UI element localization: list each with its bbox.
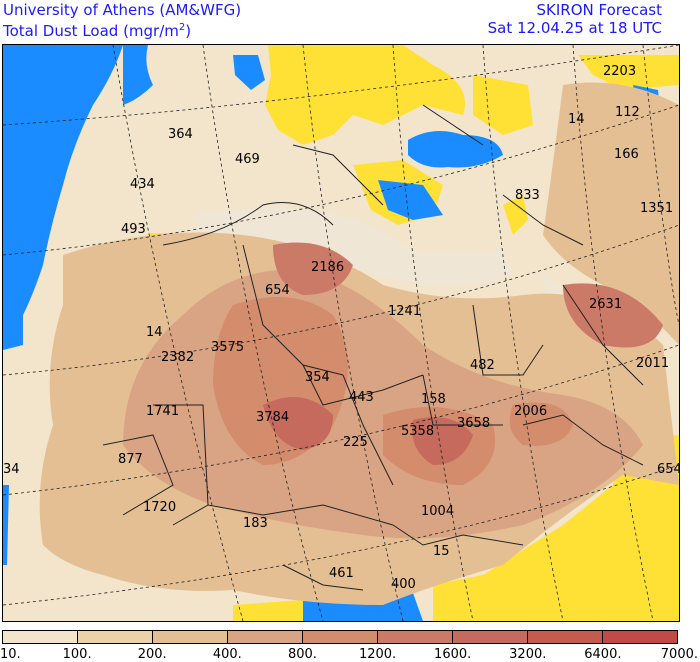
legend-tick-label: 10. bbox=[0, 647, 21, 662]
legend-tick-label: 400. bbox=[212, 647, 242, 662]
value-2011: 2011 bbox=[636, 356, 669, 371]
value-833: 833 bbox=[515, 188, 540, 203]
legend-tick-label: 200. bbox=[137, 647, 167, 662]
legend-tick-label: 1200. bbox=[358, 647, 397, 662]
dust-layer-200-east bbox=[543, 82, 679, 345]
legend-swatch bbox=[452, 631, 527, 643]
product-label: SKIRON Forecast bbox=[536, 1, 662, 19]
quantity-sup: 2 bbox=[178, 22, 186, 33]
value-14-west: 14 bbox=[146, 325, 163, 340]
header-right: SKIRON Forecast Sat 12.04.25 at 18 UTC bbox=[488, 1, 662, 37]
color-legend bbox=[2, 630, 678, 644]
value-225: 225 bbox=[343, 435, 368, 450]
value-1004: 1004 bbox=[421, 504, 454, 519]
legend-swatch bbox=[3, 631, 77, 643]
europe-nodata bbox=[265, 45, 465, 145]
value-1741: 1741 bbox=[146, 404, 179, 419]
legend-swatch bbox=[527, 631, 602, 643]
quantity-suffix: ) bbox=[185, 22, 192, 40]
legend-tick-label: 3200. bbox=[509, 647, 547, 662]
value-3658: 3658 bbox=[457, 416, 490, 431]
dust-layer-800-east bbox=[509, 402, 573, 446]
lat-lon-grid bbox=[3, 45, 679, 621]
value-183: 183 bbox=[243, 516, 268, 531]
value-482: 482 bbox=[470, 358, 495, 373]
country-borders bbox=[102, 104, 644, 591]
value-877: 877 bbox=[118, 452, 143, 467]
value-34: 34 bbox=[3, 462, 20, 477]
biscay-sea bbox=[123, 45, 153, 105]
value-2382: 2382 bbox=[161, 350, 194, 365]
legend-tick-label: 800. bbox=[287, 647, 317, 662]
value-434: 434 bbox=[130, 177, 155, 192]
legend-tick-label: 6400. bbox=[584, 647, 622, 662]
legend-swatch bbox=[377, 631, 452, 643]
legend-swatch bbox=[602, 631, 677, 643]
value-14-north: 14 bbox=[568, 112, 585, 127]
value-3784: 3784 bbox=[256, 410, 289, 425]
value-469: 469 bbox=[235, 152, 260, 167]
value-5358: 5358 bbox=[401, 424, 434, 439]
value-364: 364 bbox=[168, 127, 193, 142]
value-2186: 2186 bbox=[311, 260, 344, 275]
black-sea bbox=[408, 131, 503, 168]
ukraine-nodata bbox=[473, 75, 533, 135]
gulf-guinea-nodata bbox=[233, 600, 323, 621]
dust-layer-1200-arabia bbox=[563, 283, 663, 348]
value-158: 158 bbox=[421, 392, 446, 407]
legend-tick-label: 1600. bbox=[434, 647, 472, 662]
value-461: 461 bbox=[329, 566, 354, 581]
atlantic-ocean-south bbox=[3, 485, 9, 565]
quantity-label: Total Dust Load (mgr/m2) bbox=[3, 19, 241, 40]
dust-layer-1200-north bbox=[273, 242, 353, 295]
value-2631: 2631 bbox=[589, 297, 622, 312]
aegean-sea bbox=[378, 180, 443, 220]
dust-layer-1200-central bbox=[412, 417, 473, 465]
value-654: 654 bbox=[265, 283, 290, 298]
value-166: 166 bbox=[614, 147, 639, 162]
value-2006: 2006 bbox=[514, 404, 547, 419]
value-354: 354 bbox=[305, 370, 330, 385]
east-africa-nodata bbox=[433, 435, 679, 621]
value-labels: 2203 112 14 364 166 469 434 833 1351 493… bbox=[3, 64, 679, 592]
value-2203: 2203 bbox=[603, 64, 636, 79]
legend-swatch bbox=[227, 631, 302, 643]
legend-swatch bbox=[77, 631, 152, 643]
value-112: 112 bbox=[615, 105, 640, 120]
value-3575: 3575 bbox=[211, 340, 244, 355]
dust-load-map: 2203 112 14 364 166 469 434 833 1351 493… bbox=[2, 44, 680, 622]
value-15: 15 bbox=[433, 544, 450, 559]
institution-label: University of Athens (AM&WFG) bbox=[3, 1, 242, 19]
valid-time-label: Sat 12.04.25 at 18 UTC bbox=[487, 19, 662, 37]
value-1351: 1351 bbox=[640, 201, 673, 216]
value-654-east: 654 bbox=[657, 462, 679, 477]
value-493: 493 bbox=[121, 222, 146, 237]
value-443: 443 bbox=[349, 390, 374, 405]
atlantic-ocean bbox=[3, 45, 123, 350]
value-1720: 1720 bbox=[143, 500, 176, 515]
value-1241: 1241 bbox=[388, 304, 421, 319]
quantity-prefix: Total Dust Load (mgr/m bbox=[3, 22, 179, 40]
north-sea bbox=[233, 55, 265, 90]
caucasus-nodata bbox=[578, 55, 679, 90]
legend-swatch bbox=[302, 631, 377, 643]
legend-tick-label: 100. bbox=[62, 647, 92, 662]
header-left: University of Athens (AM&WFG) Total Dust… bbox=[3, 1, 241, 40]
value-400: 400 bbox=[391, 577, 416, 592]
mediterranean-west bbox=[193, 208, 513, 287]
map-canvas: 2203 112 14 364 166 469 434 833 1351 493… bbox=[3, 45, 679, 621]
anatolia-nodata bbox=[503, 195, 528, 235]
dust-layer-1200 bbox=[263, 397, 333, 450]
legend-swatch bbox=[152, 631, 227, 643]
legend-tick-label: 7000. bbox=[660, 647, 698, 662]
